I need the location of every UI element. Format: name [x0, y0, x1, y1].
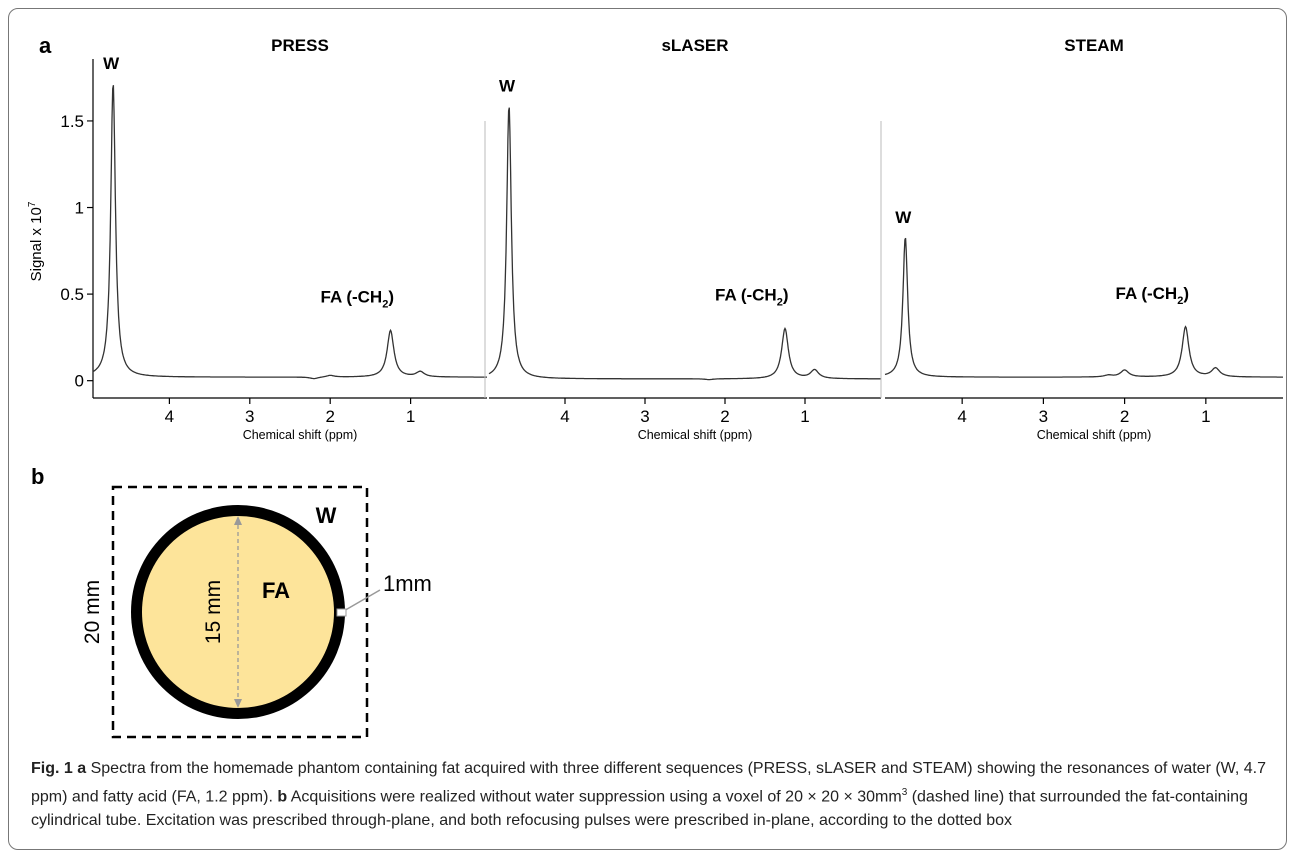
wall-thickness-label: 1mm [383, 571, 432, 596]
x-axis-label: Chemical shift (ppm) [1037, 428, 1152, 442]
voxel-dashed-box [111, 485, 369, 739]
figure-caption: Fig. 1 a Spectra from the homemade phant… [31, 757, 1281, 833]
caption-b-sup: 3 [901, 787, 908, 798]
diameter-arrow-bottom [234, 699, 242, 708]
panel-title: STEAM [1064, 36, 1124, 55]
caption-b-label: b [277, 788, 288, 806]
panel-b-label: b [31, 464, 44, 489]
x-tick-label: 2 [325, 407, 334, 426]
panel-a-label: a [39, 33, 52, 58]
water-label: W [316, 503, 337, 528]
peak-label-water: W [895, 208, 912, 227]
spectra-panels: PRESS a 4 3 2 1 Chemical shift (ppm) 0 0.5 1 1.5 Si… [27, 33, 1283, 442]
peak-label-water: W [499, 76, 516, 95]
peak-label-fa: FA (-CH2) [1116, 284, 1190, 307]
y-tick-label: 0.5 [60, 285, 84, 304]
y-tick-label: 1.5 [60, 112, 84, 131]
spectrum-panel-3: STEAM 4 3 2 1 Chemical shift (ppm) W FA (-CH2) [880, 36, 1283, 442]
peak-label-water: W [103, 54, 120, 73]
peak-label-fa: FA (-CH2) [321, 287, 395, 310]
caption-b-text-1: Acquisitions were realized without water… [290, 788, 902, 806]
spectrum-panel-2: sLASER 4 3 2 1 Chemical shift (ppm) W FA (-CH2) [484, 36, 881, 442]
y-tick-label: 0 [75, 372, 84, 391]
x-axis-label: Chemical shift (ppm) [243, 428, 358, 442]
x-tick-label: 4 [560, 407, 569, 426]
x-tick-label: 3 [640, 407, 649, 426]
wall-pointer-mark [336, 608, 347, 617]
peak-label-fa: FA (-CH2) [715, 286, 789, 309]
spectrum-line [884, 237, 1283, 378]
x-tick-label: 2 [1120, 407, 1129, 426]
spectrum-panel-1: PRESS a 4 3 2 1 Chemical shift (ppm) 0 0.5 1 1.5 Si… [27, 33, 487, 442]
inner-size-label: 15 mm [202, 580, 225, 644]
spectrum-line [488, 107, 881, 381]
x-tick-label: 3 [1039, 407, 1048, 426]
x-tick-label: 4 [957, 407, 966, 426]
caption-b-text-2: (dashed line) that surrounded the fat-co… [31, 788, 1248, 830]
x-tick-label: 1 [800, 407, 809, 426]
x-tick-label: 1 [1201, 407, 1210, 426]
spectrum-line [92, 85, 487, 380]
x-tick-label: 4 [165, 407, 174, 426]
wall-pointer-line [341, 589, 381, 613]
x-tick-label: 2 [720, 407, 729, 426]
y-tick-label: 1 [75, 199, 84, 218]
fat-label: FA [262, 578, 290, 603]
figure-frame: PRESS a 4 3 2 1 Chemical shift (ppm) 0 0.5 1 1.5 Si… [8, 8, 1287, 850]
caption-a-label: a [77, 760, 87, 777]
caption-fig-label: Fig. 1 [31, 760, 73, 777]
x-tick-label: 3 [245, 407, 254, 426]
outer-size-label: 20 mm [81, 580, 104, 644]
figure-canvas: PRESS a 4 3 2 1 Chemical shift (ppm) 0 0.5 1 1.5 Si… [27, 33, 1283, 739]
y-axis-label: Signal x 107 [27, 201, 45, 281]
panel-title: PRESS [271, 36, 329, 55]
caption-a-text: Spectra from the homemade phantom contai… [31, 760, 1267, 806]
panel-title: sLASER [661, 36, 728, 55]
diameter-arrow-top [234, 516, 242, 525]
x-axis-label: Chemical shift (ppm) [638, 428, 753, 442]
x-tick-label: 1 [406, 407, 415, 426]
phantom-diagram: b 20 mm 15 mm FA W 1mm [31, 464, 432, 739]
